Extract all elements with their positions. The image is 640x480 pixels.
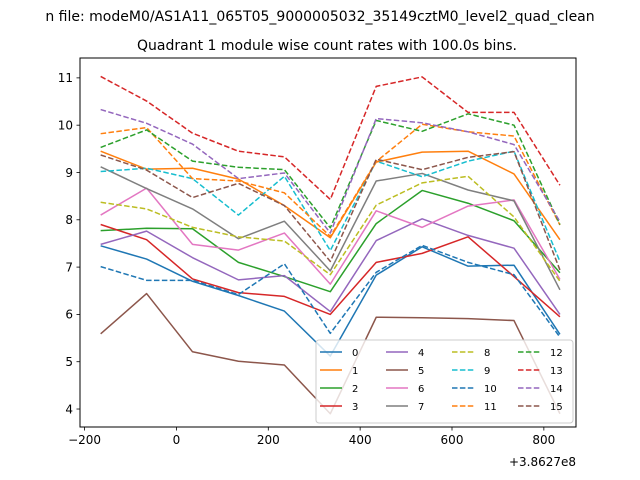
series-line-2 <box>100 189 561 293</box>
x-axis-offset-label: +3.8627e8 <box>509 455 576 469</box>
x-tick-label: 200 <box>257 433 280 447</box>
x-tick-label: 400 <box>349 433 372 447</box>
legend-label-1: 1 <box>352 366 358 377</box>
y-tick-label: 6 <box>65 308 73 322</box>
legend-label-3: 3 <box>352 402 358 413</box>
legend-label-11: 11 <box>484 402 497 413</box>
legend-label-8: 8 <box>484 348 490 359</box>
y-tick-label: 9 <box>65 166 73 180</box>
legend-label-13: 13 <box>550 366 563 377</box>
y-tick-label: 8 <box>65 213 73 227</box>
series-line-11 <box>100 123 561 238</box>
legend-label-4: 4 <box>418 348 424 359</box>
series-line-10 <box>100 244 561 338</box>
plot-frame <box>79 57 577 428</box>
series-line-4 <box>100 218 561 315</box>
series-line-12 <box>100 113 561 229</box>
chart-suptitle: n file: modeM0/AS1A11_065T05_9000005032_… <box>45 9 594 25</box>
x-tick-label: −200 <box>68 433 101 447</box>
x-tick-label: 600 <box>441 433 464 447</box>
x-tick-label: 0 <box>173 433 181 447</box>
y-tick-label: 5 <box>65 355 73 369</box>
chart-title: Quadrant 1 module wise count rates with … <box>137 38 517 54</box>
x-tick-label: 800 <box>532 433 555 447</box>
series-line-15 <box>100 150 561 271</box>
series-line-8 <box>100 175 561 282</box>
legend-label-0: 0 <box>352 348 358 359</box>
y-tick-label: 11 <box>58 71 73 85</box>
legend-label-12: 12 <box>550 348 563 359</box>
legend-label-7: 7 <box>418 402 424 413</box>
legend-label-9: 9 <box>484 366 490 377</box>
legend-label-5: 5 <box>418 366 424 377</box>
y-tick-label: 4 <box>65 402 73 416</box>
series-line-14 <box>100 108 561 234</box>
legend-label-10: 10 <box>484 384 497 395</box>
legend-box <box>315 339 574 424</box>
series-line-13 <box>100 75 561 201</box>
legend-label-6: 6 <box>418 384 424 395</box>
series-line-7 <box>100 166 561 291</box>
series-line-1 <box>100 150 561 241</box>
series-line-6 <box>100 187 561 285</box>
series-line-3 <box>100 223 561 318</box>
legend-label-15: 15 <box>550 402 563 413</box>
y-tick-label: 7 <box>65 260 73 274</box>
y-tick-label: 10 <box>58 118 73 132</box>
legend-label-14: 14 <box>550 384 563 395</box>
legend-label-2: 2 <box>352 384 358 395</box>
